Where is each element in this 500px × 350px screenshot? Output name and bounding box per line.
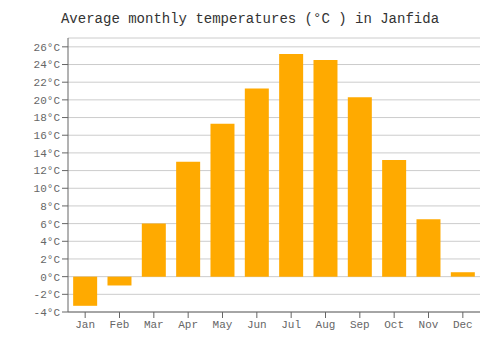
svg-text:Nov: Nov — [419, 319, 439, 331]
svg-text:26°C: 26°C — [34, 42, 61, 54]
svg-text:Aug: Aug — [316, 319, 336, 331]
svg-text:Oct: Oct — [384, 319, 404, 331]
svg-text:14°C: 14°C — [34, 148, 61, 160]
svg-text:Jun: Jun — [247, 319, 267, 331]
html-text:Average monthly temperatures (: Average monthly temperatures (°C ) in Ja… — [61, 11, 439, 27]
svg-text:Sep: Sep — [350, 319, 370, 331]
svg-text:22°C: 22°C — [34, 77, 61, 89]
svg-text:2°C: 2°C — [40, 254, 60, 266]
svg-text:Mar: Mar — [144, 319, 164, 331]
svg-text:Jan: Jan — [75, 319, 95, 331]
svg-text:-2°C: -2°C — [34, 289, 61, 301]
svg-text:-4°C: -4°C — [34, 307, 61, 319]
svg-text:4°C: 4°C — [40, 236, 60, 248]
svg-text:Apr: Apr — [178, 319, 198, 331]
svg-text:8°C: 8°C — [40, 201, 60, 213]
svg-text:18°C: 18°C — [34, 112, 61, 124]
svg-text:Jul: Jul — [281, 319, 301, 331]
svg-text:12°C: 12°C — [34, 165, 61, 177]
svg-text:May: May — [213, 319, 233, 331]
svg-text:10°C: 10°C — [34, 183, 61, 195]
svg-text:0°C: 0°C — [40, 272, 60, 284]
svg-text:Feb: Feb — [110, 319, 130, 331]
svg-text:Dec: Dec — [453, 319, 473, 331]
svg-text:16°C: 16°C — [34, 130, 61, 142]
svg-text:20°C: 20°C — [34, 95, 61, 107]
svg-text:6°C: 6°C — [40, 219, 60, 231]
svg-text:24°C: 24°C — [34, 59, 61, 71]
